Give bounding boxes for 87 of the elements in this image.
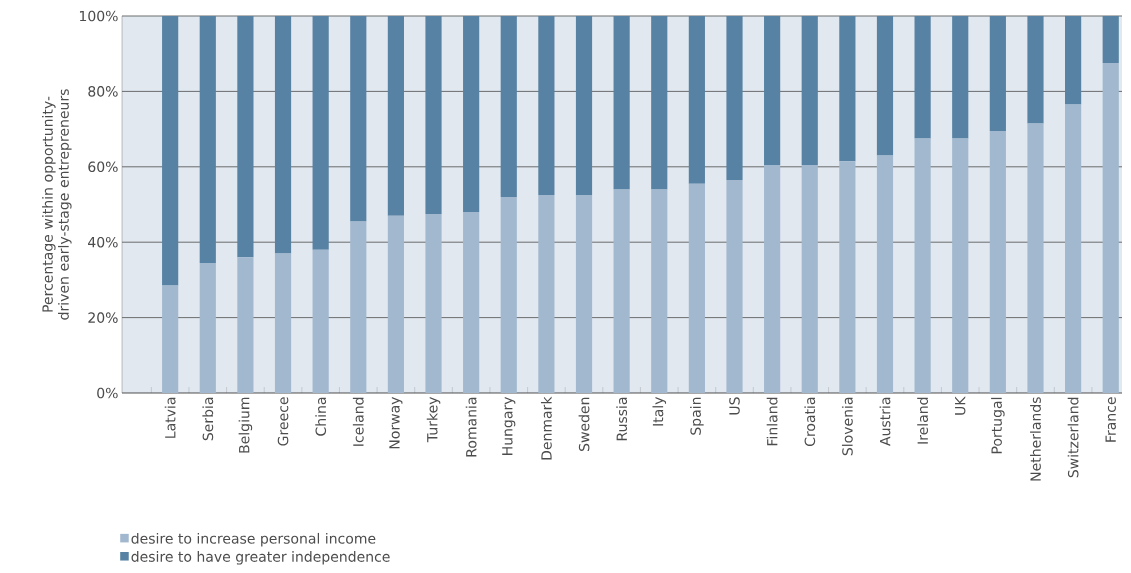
legend-label: desire to increase personal income [131,532,376,547]
bar [651,189,668,393]
x-tick-label: Spain [690,397,704,435]
bar [914,138,931,393]
bar [876,16,894,156]
bar [914,16,931,139]
bar [1102,16,1119,64]
bar [538,16,555,196]
bar [726,179,743,393]
x-tick-label: Turkey [426,396,441,443]
x-tick-label: Switzerland [1067,397,1079,478]
bar [1027,16,1044,124]
x-tick-label: Croatia [804,397,816,447]
bar [500,196,517,393]
x-tick-label: Netherlands [1030,397,1041,481]
x-tick-label: Iceland [352,397,364,446]
bar [1065,16,1082,105]
x-tick-label: US [729,397,740,415]
bar [952,16,969,139]
x-tick-label: Norway [389,396,403,449]
x-tick-label: Austria [879,397,891,446]
bar [274,253,292,393]
legend-label: desire to have greater independence [131,551,390,565]
y-tick-label: 100% [79,10,118,22]
bar [312,249,329,393]
bar [801,164,818,393]
bar [237,16,254,258]
x-tick-label: Finland [766,397,778,446]
bar [801,16,818,165]
bar [651,16,668,190]
bar [688,16,705,184]
bar [839,161,856,393]
bar [688,183,705,393]
y-tick-label: 80% [88,86,118,97]
bar [425,213,442,393]
x-tick-label: Serbia [202,397,214,441]
bar [425,16,442,214]
bar [162,285,179,393]
bar [613,189,630,393]
x-tick-label: China [315,397,327,436]
bar [1065,104,1082,393]
x-tick-label: Hungary [502,396,516,455]
bar [575,195,593,393]
y-axis-title: Percentage within opportunity-driven early-stage entrepreneurs [42,89,72,320]
bar [876,155,894,393]
x-tick-label: Italy [652,396,667,426]
x-tick-label: Slovenia [841,397,853,456]
bar [199,262,216,393]
x-tick-label: Belgium [238,397,253,453]
bar [162,16,179,286]
x-tick-label: UK [955,396,966,415]
bar [463,212,480,393]
bar [387,215,404,393]
bar [1027,123,1044,393]
bar [274,16,292,254]
y-tick-label: 20% [88,312,118,323]
y-tick-label: 0% [97,387,118,399]
x-tick-label: Sweden [578,397,590,451]
bar [726,16,743,180]
bar [350,16,367,222]
bar [1102,63,1119,393]
x-tick-label: Ireland [917,397,929,444]
y-tick-label: 60% [88,161,118,173]
bar [237,257,254,393]
bar [538,195,555,393]
bar [199,16,216,263]
bar [463,16,480,213]
bar [312,16,329,250]
x-tick-label: Denmark [540,396,552,460]
bar [613,16,630,190]
bar [350,221,367,393]
x-tick-label: France [1105,397,1116,442]
bar [989,16,1006,131]
y-tick-label: 40% [88,236,118,248]
bar [989,130,1006,393]
bar [839,16,856,162]
x-tick-label: Latvia [164,397,176,438]
bar [387,16,404,216]
x-tick-label: Romania [465,397,477,457]
x-tick-label: Greece [277,397,289,446]
bar [764,164,781,393]
bar [500,16,517,197]
x-tick-label: Portugal [991,397,1005,454]
x-tick-label: Russia [616,397,628,441]
bar [575,16,593,196]
bar [952,138,969,393]
bar [764,16,781,165]
